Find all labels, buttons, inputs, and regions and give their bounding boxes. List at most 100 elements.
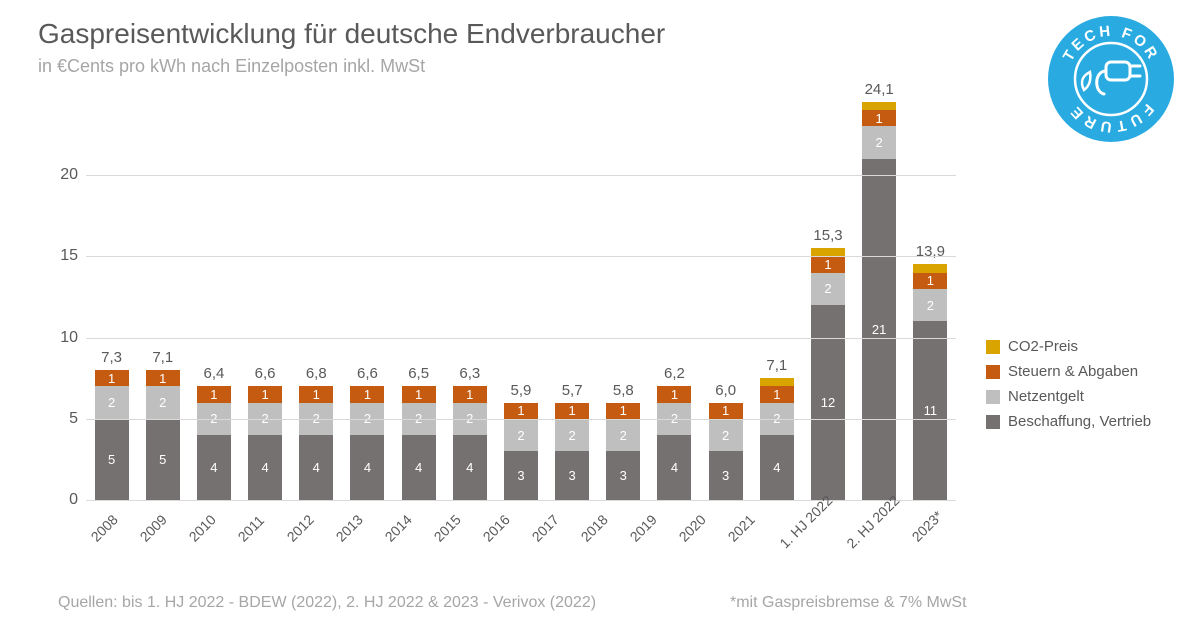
bar-segment-co2: [760, 378, 794, 386]
x-axis-label: 2015: [430, 499, 476, 545]
bar-segment-beschaffung: 12: [811, 305, 845, 500]
bar-total-label: 6,4: [204, 365, 225, 382]
x-axis-label: 1. HJ 2022: [776, 492, 835, 551]
bar-column: 6,6 421: [342, 365, 393, 500]
bar-segment-beschaffung: 4: [657, 435, 691, 500]
bar-total-label: 15,3: [813, 227, 842, 244]
x-axis-label: 2008: [88, 499, 134, 545]
y-axis-label: 10: [38, 329, 78, 347]
stacked-bar: 2121: [862, 102, 896, 500]
legend-item-co2: CO2-Preis: [986, 338, 1151, 355]
bar-segment-beschaffung: 4: [197, 435, 231, 500]
stacked-bar: 421: [197, 386, 231, 500]
bar-total-label: 6,6: [255, 365, 276, 382]
bar-total-label: 5,8: [613, 382, 634, 399]
bar-column: 5,9 321: [495, 382, 546, 501]
stacked-bar: 421: [657, 386, 691, 500]
bar-segment-steuern: 1: [248, 386, 282, 402]
x-axis-label: 2009: [136, 499, 182, 545]
bar-column: 6,0321: [700, 382, 751, 501]
x-axis-label: 2018: [577, 499, 623, 545]
bar-column: 24,1 2121: [854, 81, 905, 500]
legend-item-steuern: Steuern & Abgaben: [986, 363, 1151, 380]
bar-column: 6,3 421: [444, 365, 495, 500]
chart-title: Gaspreisentwicklung für deutsche Endverb…: [38, 18, 665, 50]
y-axis-label: 0: [38, 491, 78, 509]
stacked-bar: 421: [299, 386, 333, 500]
bar-segment-beschaffung: 4: [760, 435, 794, 500]
y-axis-label: 5: [38, 410, 78, 428]
bar-segment-beschaffung: 4: [350, 435, 384, 500]
x-axis-label: 2010: [185, 499, 231, 545]
bar-segment-steuern: 1: [606, 403, 640, 419]
stacked-bar: 321: [606, 403, 640, 501]
legend-swatch: [986, 365, 1000, 379]
bar-segment-steuern: 1: [504, 403, 538, 419]
bar-column: 5,7 321: [547, 382, 598, 501]
bar-segment-netz: 2: [504, 419, 538, 452]
bar-segment-beschaffung: 3: [555, 451, 589, 500]
bar-segment-beschaffung: 4: [402, 435, 436, 500]
bar-column: 6,8421: [291, 365, 342, 500]
asterisk-footnote: *mit Gaspreisbremse & 7% MwSt: [730, 594, 967, 612]
bar-segment-beschaffung: 5: [95, 419, 129, 500]
bar-segment-co2: [913, 264, 947, 272]
chart-x-axis: 2008200920102011201220132014201520162017…: [86, 502, 956, 518]
brand-logo: TECH FOR FUTURE: [1046, 14, 1176, 144]
stacked-bar: 521: [95, 370, 129, 500]
bar-segment-netz: 2: [709, 419, 743, 452]
bar-segment-netz: 2: [811, 273, 845, 306]
bar-segment-beschaffung: 3: [709, 451, 743, 500]
legend-label: Steuern & Abgaben: [1008, 363, 1138, 380]
bar-segment-steuern: 1: [350, 386, 384, 402]
bar-segment-steuern: 1: [760, 386, 794, 402]
bar-segment-beschaffung: 3: [504, 451, 538, 500]
grid-line: [86, 175, 956, 176]
x-axis-label: 2013: [332, 499, 378, 545]
bar-column: 6,2421: [649, 365, 700, 500]
bar-total-label: 7,1: [766, 357, 787, 374]
source-footnote: Quellen: bis 1. HJ 2022 - BDEW (2022), 2…: [58, 594, 596, 612]
grid-line: [86, 338, 956, 339]
chart-subtitle: in €Cents pro kWh nach Einzelposten inkl…: [38, 56, 425, 77]
bar-segment-steuern: 1: [709, 403, 743, 419]
stacked-bar: 421: [760, 378, 794, 500]
bar-total-label: 13,9: [916, 243, 945, 260]
x-axis-label: 2017: [528, 499, 574, 545]
bar-segment-steuern: 1: [811, 256, 845, 272]
bar-total-label: 6,6: [357, 365, 378, 382]
stacked-bar: 421: [453, 386, 487, 500]
x-axis-label: 2020: [675, 499, 721, 545]
bar-column: 7,1 421: [751, 357, 802, 500]
bar-segment-beschaffung: 4: [453, 435, 487, 500]
bar-column: 13,91121: [905, 243, 956, 500]
stacked-bar: 421: [248, 386, 282, 500]
stacked-bar: 321: [555, 403, 589, 501]
legend-label: Netzentgelt: [1008, 388, 1084, 405]
stacked-bar: 1221: [811, 248, 845, 500]
y-axis-label: 20: [38, 166, 78, 184]
bar-total-label: 5,9: [511, 382, 532, 399]
chart-plot-area: 7,35217,15216,44216,64216,84216,64216,54…: [86, 110, 956, 500]
legend-label: Beschaffung, Vertrieb: [1008, 413, 1151, 430]
bar-segment-beschaffung: 4: [248, 435, 282, 500]
bar-total-label: 24,1: [865, 81, 894, 98]
x-axis-label: 2012: [283, 499, 329, 545]
stacked-bar: 321: [504, 403, 538, 501]
stacked-bar: 421: [402, 386, 436, 500]
bar-total-label: 7,3: [101, 349, 122, 366]
stacked-bar: 421: [350, 386, 384, 500]
bar-total-label: 7,1: [152, 349, 173, 366]
stacked-bar: 321: [709, 403, 743, 501]
legend-item-netz: Netzentgelt: [986, 388, 1151, 405]
bar-segment-co2: [811, 248, 845, 256]
legend-swatch: [986, 415, 1000, 429]
bar-segment-netz: 2: [95, 386, 129, 419]
bar-total-label: 6,3: [459, 365, 480, 382]
bar-total-label: 5,7: [562, 382, 583, 399]
bar-segment-co2: [862, 102, 896, 110]
chart-legend: CO2-Preis Steuern & Abgaben Netzentgelt Bes…: [986, 338, 1151, 438]
bar-segment-netz: 2: [913, 289, 947, 322]
bar-segment-steuern: 1: [299, 386, 333, 402]
grid-line: [86, 419, 956, 420]
